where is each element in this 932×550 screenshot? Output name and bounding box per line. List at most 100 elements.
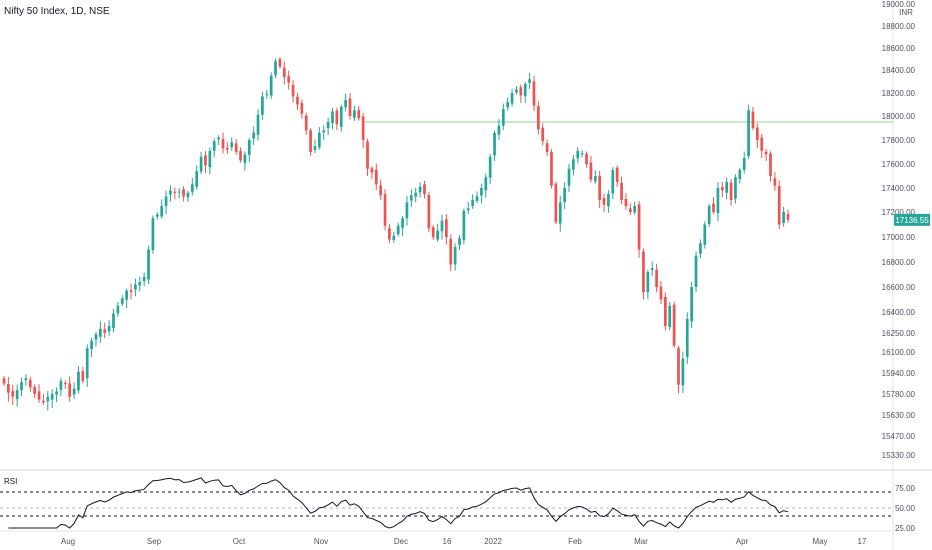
candle-down[interactable] [536, 101, 540, 135]
candle-up[interactable] [261, 91, 264, 120]
candle-up[interactable] [339, 104, 343, 132]
candle-down[interactable] [624, 193, 628, 210]
candle-up[interactable] [493, 130, 496, 162]
candle-down[interactable] [37, 384, 41, 403]
candle-down[interactable] [677, 345, 680, 394]
candle-up[interactable] [466, 201, 470, 214]
candle-down[interactable] [720, 182, 724, 198]
candle-down[interactable] [348, 93, 352, 120]
candle-down[interactable] [615, 165, 619, 188]
candle-up[interactable] [703, 221, 707, 249]
candle-up[interactable] [77, 366, 80, 394]
candle-down[interactable] [81, 366, 85, 384]
time-axis[interactable]: Aug Sep Oct Nov Dec 16 2022 Feb Mar Apr May 17 [61, 537, 867, 546]
candle-down[interactable] [589, 156, 593, 183]
candle-down[interactable] [423, 180, 426, 199]
candle-up[interactable] [576, 147, 580, 164]
candle-down[interactable] [664, 292, 667, 331]
candle-up[interactable] [707, 203, 711, 227]
candle-up[interactable] [523, 81, 527, 104]
candle-up[interactable] [694, 251, 698, 293]
candle-down[interactable] [620, 176, 623, 205]
candle-down[interactable] [374, 163, 378, 191]
candle-up[interactable] [462, 208, 466, 245]
candle-down[interactable] [773, 171, 777, 191]
candle-down[interactable] [769, 151, 772, 182]
candle-up[interactable] [611, 167, 615, 200]
candle-up[interactable] [50, 389, 54, 408]
candle-up[interactable] [458, 235, 461, 251]
candle-down[interactable] [545, 139, 549, 156]
candle-down[interactable] [628, 203, 632, 215]
candle-down[interactable] [383, 189, 387, 231]
candle-up[interactable] [256, 109, 260, 141]
candle-up[interactable] [243, 151, 247, 171]
candle-up[interactable] [475, 191, 479, 204]
candle-up[interactable] [20, 377, 23, 397]
candle-up[interactable] [418, 182, 422, 198]
candle-down[interactable] [234, 139, 238, 155]
candle-up[interactable] [107, 320, 111, 337]
candle-down[interactable] [33, 384, 37, 399]
candle-up[interactable] [247, 137, 251, 163]
candle-down[interactable] [760, 134, 764, 158]
candle-up[interactable] [59, 377, 63, 397]
candle-down[interactable] [655, 263, 658, 293]
candle-down[interactable] [278, 57, 282, 69]
candle-down[interactable] [42, 394, 45, 405]
candle-down[interactable] [554, 181, 558, 225]
candle-down[interactable] [361, 113, 365, 148]
candle-down[interactable] [449, 234, 453, 272]
candle-up[interactable] [506, 97, 510, 111]
candle-up[interactable] [510, 88, 514, 107]
candle-down[interactable] [300, 99, 304, 119]
candle-down[interactable] [672, 301, 676, 348]
candle-down[interactable] [173, 187, 177, 200]
candle-up[interactable] [274, 58, 277, 79]
candle-up[interactable] [155, 212, 159, 220]
candle-down[interactable] [296, 92, 299, 111]
candle-down[interactable] [335, 107, 339, 131]
candle-up[interactable] [164, 190, 168, 214]
candle-up[interactable] [572, 154, 575, 176]
candle-down[interactable] [764, 148, 768, 161]
candle-up[interactable] [681, 351, 685, 394]
candle-down[interactable] [291, 80, 295, 103]
candle-down[interactable] [541, 123, 545, 146]
candle-up[interactable] [265, 90, 269, 99]
candle-up[interactable] [199, 151, 203, 174]
candle-up[interactable] [269, 72, 273, 99]
candle-up[interactable] [116, 302, 120, 317]
candle-up[interactable] [208, 147, 212, 175]
candle-up[interactable] [742, 151, 746, 174]
candle-down[interactable] [388, 223, 391, 244]
candle-up[interactable] [725, 177, 729, 200]
candle-down[interactable] [182, 186, 185, 202]
candle-up[interactable] [313, 139, 317, 153]
candle-down[interactable] [103, 322, 107, 339]
candle-up[interactable] [436, 224, 439, 242]
candle-up[interactable] [409, 189, 413, 207]
candle-down[interactable] [282, 61, 286, 85]
candle-down[interactable] [659, 281, 663, 304]
candle-down[interactable] [2, 375, 6, 386]
candle-down[interactable] [366, 138, 369, 176]
candle-up[interactable] [734, 174, 737, 204]
candle-down[interactable] [63, 380, 67, 390]
candle-up[interactable] [563, 182, 566, 210]
candle-up[interactable] [668, 302, 672, 331]
candle-up[interactable] [94, 331, 98, 347]
candle-up[interactable] [326, 117, 330, 136]
candle-up[interactable] [782, 206, 785, 227]
price-axis[interactable]: 18800.00 18600.00 18400.00 18200.00 18000.00… [882, 22, 916, 460]
candle-up[interactable] [567, 163, 571, 193]
candle-up[interactable] [24, 374, 28, 386]
candle-down[interactable] [7, 376, 10, 402]
candle-up[interactable] [440, 214, 444, 240]
candle-down[interactable] [11, 384, 15, 406]
candle-up[interactable] [392, 232, 396, 243]
candle-down[interactable] [28, 376, 32, 393]
candle-down[interactable] [221, 132, 225, 154]
candle-up[interactable] [98, 321, 102, 343]
candle-up[interactable] [160, 199, 164, 219]
